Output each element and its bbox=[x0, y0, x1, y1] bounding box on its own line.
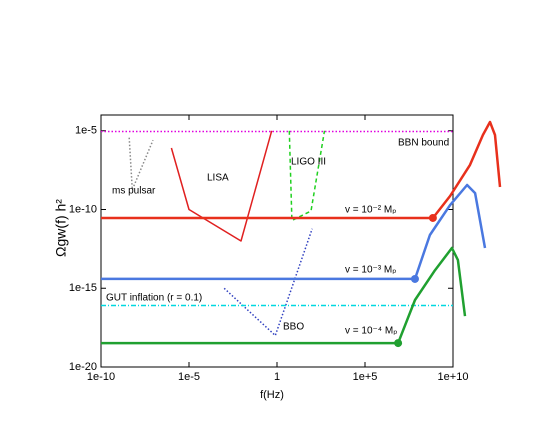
series-label: BBO bbox=[283, 322, 304, 333]
series-label: v = 10⁻² Mₚ bbox=[345, 205, 397, 216]
series-label: ms pulsar bbox=[112, 186, 156, 197]
x-axis-label: f(Hz) bbox=[260, 389, 284, 401]
series-label: v = 10⁻⁴ Mₚ bbox=[345, 326, 398, 337]
series-line bbox=[288, 130, 326, 222]
y-tick-label: 1e-15 bbox=[69, 282, 97, 294]
x-tick-label: 1e+10 bbox=[438, 371, 469, 383]
y-tick-label: 1e-20 bbox=[69, 361, 97, 373]
series-line bbox=[170, 130, 273, 242]
y-tick-label: 1e-5 bbox=[75, 125, 97, 137]
series-line bbox=[101, 120, 502, 220]
x-tick-label: 1e+5 bbox=[353, 371, 378, 383]
series-label: BBN bound bbox=[398, 138, 449, 149]
series-label: LISA bbox=[207, 173, 229, 184]
y-tick-label: 1e-10 bbox=[69, 203, 97, 215]
plot-frame bbox=[100, 114, 454, 368]
x-tick-label: 1e-5 bbox=[178, 371, 200, 383]
series-label: v = 10⁻³ Mₚ bbox=[345, 265, 397, 276]
transition-marker bbox=[410, 274, 419, 283]
series-line bbox=[128, 137, 154, 191]
series-line bbox=[101, 183, 487, 281]
transition-marker bbox=[428, 213, 437, 222]
transition-marker bbox=[394, 339, 403, 348]
x-tick-label: 1e-10 bbox=[87, 371, 115, 383]
x-tick-label: 1 bbox=[274, 371, 280, 383]
y-axis-label: Ωgw(f) h² bbox=[53, 199, 69, 257]
series-label: GUT inflation (r = 0.1) bbox=[106, 293, 202, 304]
series-label: LIGO III bbox=[291, 157, 326, 168]
series-line bbox=[223, 228, 313, 337]
